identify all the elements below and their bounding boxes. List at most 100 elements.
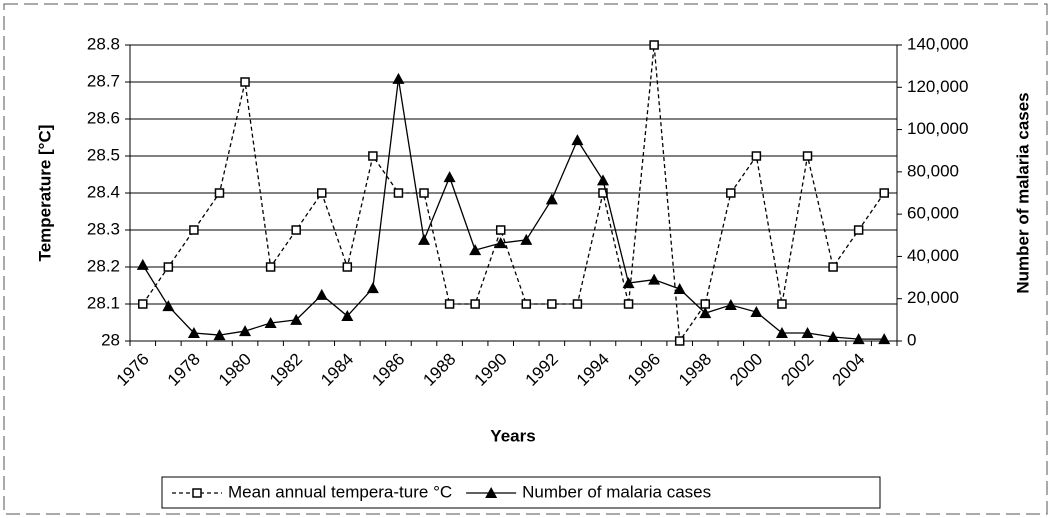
y2-axis-title: Number of malaria cases <box>1013 92 1032 293</box>
point-marker <box>827 330 840 342</box>
point-marker <box>751 151 762 161</box>
point-marker <box>418 233 431 245</box>
point-marker <box>828 262 838 272</box>
point-marker <box>138 299 148 309</box>
y-tick-label: 28.4 <box>87 182 120 201</box>
point-marker <box>521 299 532 309</box>
legend-label: Number of malaria cases <box>522 482 711 501</box>
x-tick-label: 1976 <box>113 350 153 390</box>
point-marker <box>443 171 456 183</box>
series-line <box>142 78 885 340</box>
point-marker <box>213 329 226 341</box>
x-tick-label: 2004 <box>828 350 868 390</box>
x-tick-label: 2002 <box>777 350 817 390</box>
y2-tick-label: 140,000 <box>907 34 968 53</box>
y2-tick-label: 20,000 <box>907 288 959 307</box>
x-tick-label: 1996 <box>624 350 664 390</box>
point-marker <box>726 188 736 198</box>
point-marker <box>879 188 889 198</box>
y2-tick-label: 60,000 <box>907 204 959 223</box>
y-tick-label: 28.2 <box>87 256 120 275</box>
point-marker <box>750 306 763 318</box>
point-marker <box>240 77 250 87</box>
point-marker <box>571 134 584 146</box>
point-marker <box>777 299 787 309</box>
point-marker <box>136 258 149 270</box>
point-marker <box>495 225 506 235</box>
point-marker <box>214 188 225 198</box>
y-tick-label: 28.6 <box>87 108 120 127</box>
point-marker <box>189 225 199 235</box>
point-marker <box>700 299 710 309</box>
x-tick-label: 1990 <box>471 350 511 390</box>
y2-tick-label: 100,000 <box>907 119 968 138</box>
frame <box>3 3 1048 515</box>
series-line <box>142 44 885 343</box>
point-marker <box>239 325 252 337</box>
point-marker <box>802 151 813 161</box>
y-axis-title: Temperature [°C] <box>35 125 54 262</box>
legend-marker <box>485 487 498 498</box>
point-marker <box>520 233 533 245</box>
point-marker <box>392 72 405 84</box>
point-marker <box>853 225 864 235</box>
legend-box <box>161 476 881 509</box>
x-tick-label: 1986 <box>368 350 408 390</box>
point-marker <box>852 333 865 345</box>
x-tick-label: 1994 <box>573 350 613 390</box>
y-tick-label: 28.8 <box>87 34 120 53</box>
point-marker <box>315 288 328 300</box>
point-marker <box>317 188 327 198</box>
point-marker <box>545 193 558 205</box>
point-marker <box>775 326 788 338</box>
point-marker <box>494 237 507 249</box>
point-marker <box>623 299 634 309</box>
point-marker <box>393 188 404 198</box>
y-tick-label: 28.3 <box>87 219 120 238</box>
point-marker <box>341 310 354 322</box>
point-marker <box>724 299 737 311</box>
point-marker <box>264 317 277 329</box>
point-marker <box>699 307 712 319</box>
point-marker <box>342 262 353 272</box>
point-marker <box>187 326 200 338</box>
point-marker <box>265 262 276 272</box>
point-marker <box>622 277 635 289</box>
legend-marker <box>192 488 202 498</box>
point-marker <box>801 326 814 338</box>
point-marker <box>366 282 379 294</box>
x-tick-label: 1984 <box>317 350 357 390</box>
point-marker <box>444 299 455 309</box>
point-marker <box>368 151 378 161</box>
point-marker <box>674 336 685 346</box>
point-marker <box>878 333 891 345</box>
x-tick-label: 1998 <box>675 350 715 390</box>
point-marker <box>291 225 301 235</box>
y2-tick-label: 40,000 <box>907 246 959 265</box>
x-tick-label: 1982 <box>266 350 306 390</box>
point-marker <box>162 300 175 312</box>
x-tick-label: 1988 <box>419 350 459 390</box>
y-tick-label: 28.5 <box>87 145 120 164</box>
y-tick-label: 28.7 <box>87 71 120 90</box>
point-marker <box>470 299 480 309</box>
x-tick-label: 1978 <box>164 350 204 390</box>
point-marker <box>469 244 482 256</box>
point-marker <box>547 299 557 309</box>
point-marker <box>598 188 608 198</box>
legend-label: Mean annual tempera-ture °C <box>228 482 452 501</box>
x-tick-label: 1992 <box>522 350 562 390</box>
y2-tick-label: 0 <box>907 330 916 349</box>
point-marker <box>290 313 303 325</box>
point-marker <box>419 188 429 198</box>
point-marker <box>649 40 659 50</box>
point-marker <box>596 174 609 186</box>
x-axis-title: Years <box>490 426 535 445</box>
point-marker <box>572 299 583 309</box>
point-marker <box>163 262 174 272</box>
x-tick-label: 2000 <box>726 350 766 390</box>
y2-tick-label: 120,000 <box>907 77 968 96</box>
point-marker <box>673 282 686 294</box>
y-tick-label: 28 <box>101 330 120 349</box>
